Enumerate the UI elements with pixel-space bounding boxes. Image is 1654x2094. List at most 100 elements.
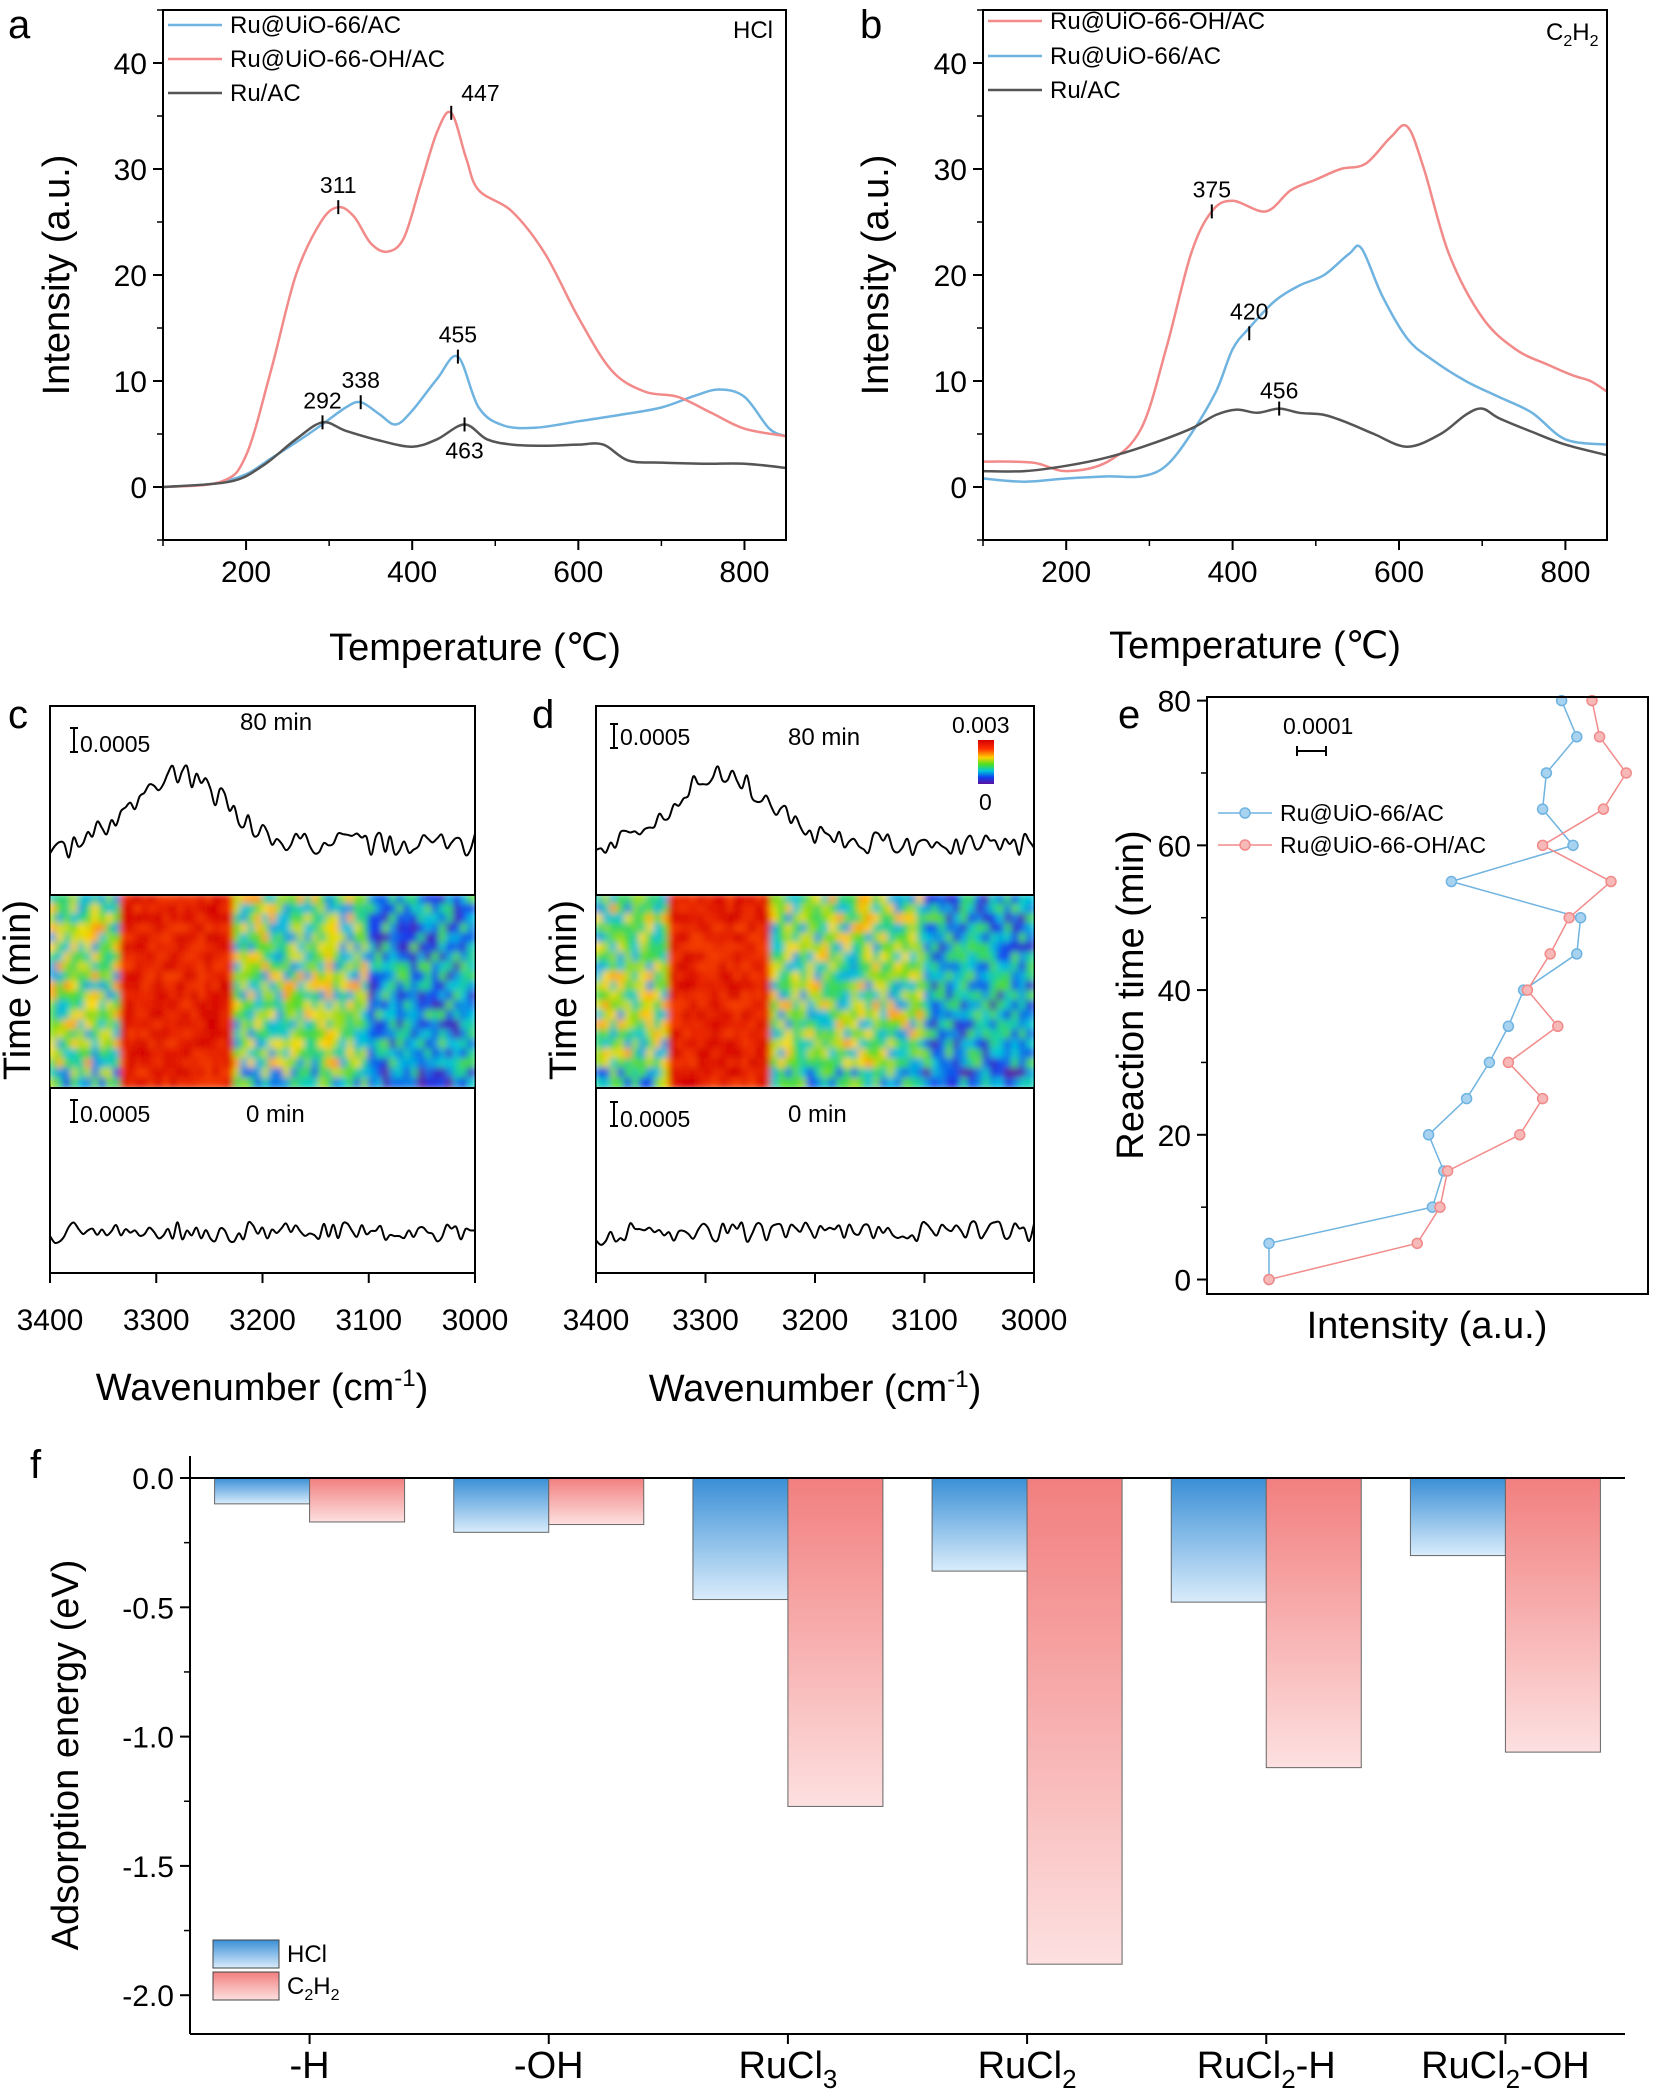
panel-b-xtick-label-3: 600 [1374,556,1424,589]
panel-a-ytick-label-2: 10 [114,366,147,399]
panel-d-colorbar-min: 0 [979,789,992,815]
panel-c-xtick-label-5: 3000 [442,1304,509,1337]
panel-f-bar-c2h2-4 [1026,1477,1123,1965]
panel-d-colorbar [978,740,994,784]
panel-b-ytick-label-5: 40 [934,48,967,81]
panel-e-ytick-label-5: 80 [1158,686,1191,719]
panel-letter-c: c [8,693,28,737]
panel-d-bottom-label: 0 min [788,1101,847,1128]
panel-b-ytick-label-2: 10 [934,366,967,399]
panel-f-bar-c2h2-3 [787,1477,884,1807]
panel-e-series-1-point-17 [1555,694,1568,707]
panel-d-xtick-label-4: 3100 [891,1304,958,1337]
panel-e-series-2-point-9 [1521,984,1534,996]
panel-f-category-label-2: -OH [514,2045,584,2087]
panel-f-bar-c2h2-5 [1265,1477,1362,1769]
panel-e-series-1-line [1268,700,1582,1280]
panel-a-xlabel: Temperature (℃) [329,627,621,669]
panel-e-series-2-point-5 [1514,1129,1526,1141]
panel-c-heatmap-cells [50,895,475,1088]
panel-e-series-2-point-7 [1502,1056,1515,1069]
panel-b-xlabel: Temperature (℃) [1109,625,1401,667]
panel-c-spectrum-80min [49,764,476,859]
panel-e-series-1-point-6 [1460,1092,1473,1105]
panel-a-ylabel: Intensity (a.u.) [36,155,78,396]
legend-a-item-3: Ru/AC [230,80,301,107]
panel-a-gas-label: HCl [733,17,773,44]
panel-b-series-2-line [982,244,1608,483]
legend-a-item-1: Ru@UiO-66/AC [230,12,401,39]
panel-a-xtick-label-4: 800 [719,556,769,589]
panel-f-bar-hcl-3 [692,1477,789,1601]
panel-a-peak-label-3: 338 [342,367,380,393]
panel-a-ytick-label-3: 20 [114,260,147,293]
panel-f-category-label-5: RuCl2-H [1197,2045,1336,2094]
panel-e-series-2-point-10 [1544,948,1556,960]
panel-b-tpd-chart: 375 420 456 200 400 600 800 0 10 20 30 40 Ru@UiO-6… [855,8,1608,667]
panel-f-bar-c2h2-1 [309,1477,406,1523]
panel-a-peak-label-1: 311 [320,172,357,198]
panel-e-series-1-point-15 [1540,767,1553,779]
panel-d-xtick-label-5: 3000 [1001,1304,1068,1337]
panel-letter-e: e [1118,693,1140,737]
panel-b-ylabel: Intensity (a.u.) [855,155,897,396]
panel-a-tpd-chart: 311 447 338 455 292 463 200 400 600 800 0 10 20 30 40… [36,9,787,669]
panel-e-series-2-point-8 [1552,1020,1564,1033]
panel-e-series-1-point-16 [1571,731,1583,743]
panel-f-category-label-6: RuCl2-OH [1421,2045,1590,2094]
panel-e-ytick-label-4: 60 [1158,830,1191,863]
panel-a-peak-label-2: 447 [461,80,499,106]
panel-c-scale-label-bottom: 0.0005 [80,1101,150,1127]
panel-d-heatmap-cells [596,895,1034,1088]
panel-d-spectrum-80min [595,765,1035,857]
panel-c-xtick-label-4: 3100 [335,1304,402,1337]
panel-letter-d: d [532,693,554,737]
panel-b-peak-label-3: 456 [1260,378,1298,404]
panel-e-xlabel: Intensity (a.u.) [1307,1305,1548,1347]
panel-letter-a: a [8,3,31,47]
legend-a-item-2: Ru@UiO-66-OH/AC [230,46,445,73]
panel-e-scale-bar [1296,746,1327,756]
panel-d-ylabel: Time (min) [543,900,585,1080]
panel-a-ytick-label-5: 40 [114,48,147,81]
panel-b-xtick-label-4: 800 [1540,556,1590,589]
panel-b-series-3-line [982,407,1608,473]
legend-f-swatch-c2h2 [212,1971,280,2001]
panel-e-series-1-point-11 [1574,911,1587,924]
panel-c-spectrum-0min [49,1220,476,1245]
legend-f-swatch-hcl [212,1939,280,1969]
panel-c-top-label: 80 min [240,709,312,736]
panel-a-ytick-label-4: 30 [114,154,147,187]
panel-c-ylabel: Time (min) [0,900,39,1080]
panel-a-xtick-label-3: 600 [553,556,603,589]
panel-c-xtick-label-3: 3200 [229,1304,296,1337]
panel-f-ylabel: Adsorption energy (eV) [45,1560,87,1951]
panel-a-peak-label-4: 455 [439,322,477,348]
panel-e-series-2-point-2 [1411,1237,1423,1250]
panel-f-category-label-1: -H [290,2045,330,2087]
panel-a-xtick-label-1: 200 [221,556,271,589]
panel-a-series-2-line [162,110,787,489]
panel-b-xtick-label-1: 200 [1041,556,1091,589]
panel-d-scale-bar-bottom [610,1101,618,1127]
panel-d-spectrum-0min [595,1220,1035,1246]
panel-f-ytick-label-4: -1.5 [122,1851,174,1884]
panel-a-xtick-label-2: 400 [387,556,437,589]
legend-b-item-3: Ru/AC [1050,77,1121,104]
panel-e-series-1-point-2 [1263,1237,1275,1250]
panel-a-ytick-label-1: 0 [130,472,147,505]
panel-d-xtick-label-1: 3400 [563,1304,630,1337]
legend-b-item-1: Ru@UiO-66-OH/AC [1050,8,1265,35]
panel-e-ytick-label-2: 20 [1158,1120,1191,1153]
panel-c-scale-bar-top [70,727,78,753]
panel-d-scale-label-top: 0.0005 [620,724,690,750]
panel-d-scale-label-bottom: 0.0005 [620,1106,690,1132]
panel-f-bar-hcl-4 [931,1477,1028,1572]
panel-c-xtick-label-1: 3400 [17,1304,84,1337]
panel-e-series-2-point-11 [1563,911,1575,924]
panel-f-bar-hcl-1 [214,1477,311,1505]
panel-e-frame [1206,696,1649,1295]
panel-a-series-1-line [162,354,787,489]
panel-e-series-2-point-6 [1536,1092,1549,1105]
